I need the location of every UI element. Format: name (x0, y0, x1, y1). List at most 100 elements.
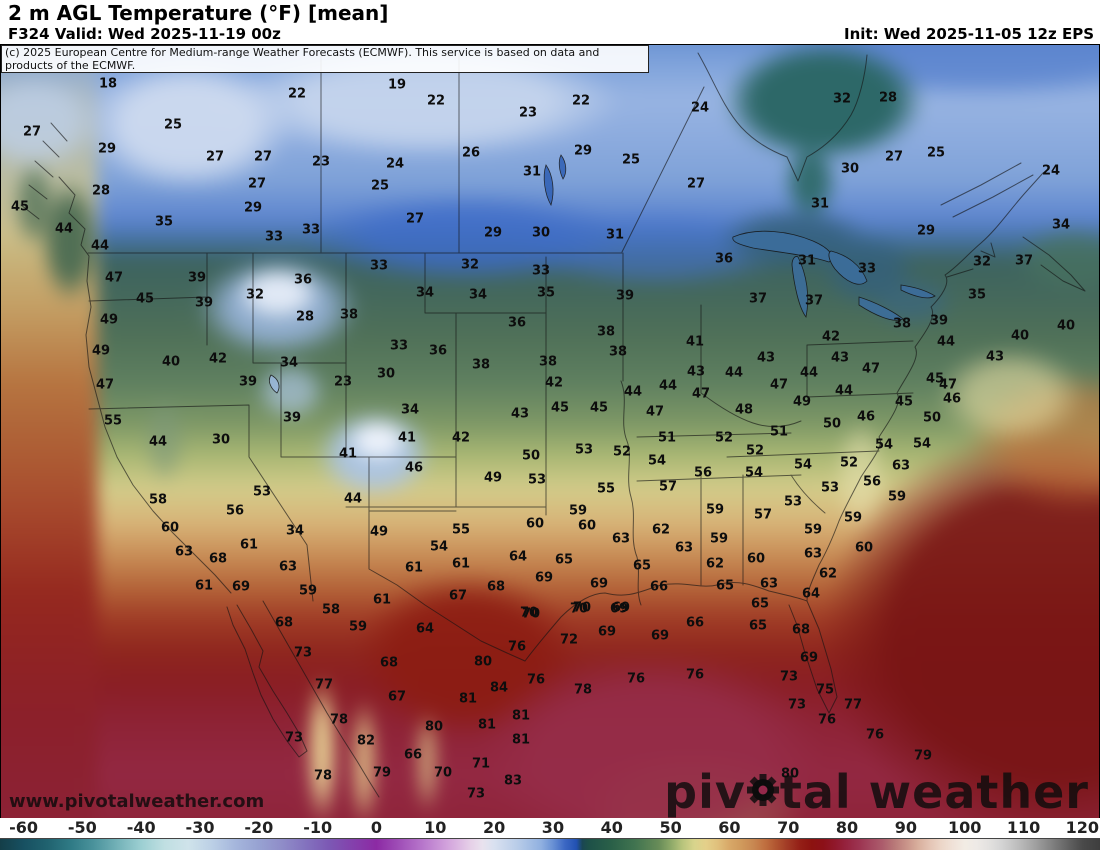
temp-label: 67 (387, 689, 407, 705)
colorbar-tick: -10 (303, 818, 333, 837)
temp-label: 35 (154, 214, 174, 230)
temp-label: 51 (769, 424, 789, 440)
temp-label: 36 (428, 343, 448, 359)
temp-label: 49 (99, 312, 119, 328)
temp-label: 47 (691, 386, 711, 402)
colorbar-tick: 40 (600, 818, 623, 837)
colorbar-tick: 50 (659, 818, 682, 837)
temp-label: 61 (194, 578, 214, 594)
temp-label: 31 (605, 227, 625, 243)
temp-label: 45 (925, 371, 945, 387)
temp-label: 34 (468, 287, 488, 303)
temp-label: 69 (597, 624, 617, 640)
forecast-valid-label: F324 Valid: Wed 2025-11-19 00z (8, 25, 281, 43)
temp-label: 83 (503, 773, 523, 789)
temp-label: 33 (301, 222, 321, 238)
temp-label: 33 (369, 258, 389, 274)
temp-label: 73 (466, 786, 486, 802)
page-title: 2 m AGL Temperature (°F) [mean] (8, 1, 389, 25)
temp-label: 23 (518, 105, 538, 121)
temp-label: 29 (916, 223, 936, 239)
temp-label: 60 (854, 540, 874, 556)
temp-label: 76 (507, 639, 527, 655)
temp-label: 73 (293, 645, 313, 661)
colorbar-tick: 100 (948, 818, 982, 837)
temp-label: 48 (734, 402, 754, 418)
temp-label: 76 (626, 671, 646, 687)
colorbar-tick: 60 (718, 818, 741, 837)
temp-label: 44 (623, 384, 643, 400)
temp-label: 55 (451, 522, 471, 538)
temp-label: 69 (799, 650, 819, 666)
temp-label: 59 (348, 619, 368, 635)
temp-label: 31 (522, 164, 542, 180)
temp-label: 61 (404, 560, 424, 576)
temp-label: 70 (519, 605, 539, 621)
temp-label: 76 (526, 672, 546, 688)
temp-label: 36 (714, 251, 734, 267)
temp-label: 39 (615, 288, 635, 304)
temp-label: 80 (473, 654, 493, 670)
temp-label: 38 (596, 324, 616, 340)
temp-label: 44 (658, 378, 678, 394)
temp-label: 30 (376, 366, 396, 382)
temp-label: 25 (163, 117, 183, 133)
temp-label: 23 (311, 154, 331, 170)
temp-label: 68 (379, 655, 399, 671)
temp-label: 60 (525, 516, 545, 532)
temp-label: 64 (508, 549, 528, 565)
temp-label: 36 (293, 272, 313, 288)
temp-label: 80 (780, 766, 800, 782)
temp-label: 44 (936, 334, 956, 350)
temp-label: 81 (511, 732, 531, 748)
temp-label: 39 (187, 270, 207, 286)
temp-label: 70 (433, 765, 453, 781)
temp-label: 19 (387, 77, 407, 93)
temp-label: 33 (531, 263, 551, 279)
temp-label: 27 (405, 211, 425, 227)
temp-label: 44 (148, 434, 168, 450)
temp-label: 39 (238, 374, 258, 390)
temp-label: 55 (103, 413, 123, 429)
temp-label: 23 (333, 374, 353, 390)
temp-label: 32 (832, 91, 852, 107)
temp-label: 28 (91, 183, 111, 199)
temp-label: 44 (90, 238, 110, 254)
temp-label: 65 (632, 558, 652, 574)
temp-label: 47 (645, 404, 665, 420)
temp-label: 69 (534, 570, 554, 586)
temp-label: 27 (253, 149, 273, 165)
temp-label: 62 (651, 522, 671, 538)
temp-label: 77 (843, 697, 863, 713)
temp-label: 63 (611, 531, 631, 547)
temp-label: 31 (797, 253, 817, 269)
temp-label: 60 (746, 551, 766, 567)
temp-label: 53 (820, 480, 840, 496)
temp-label: 61 (239, 537, 259, 553)
temp-label: 69 (609, 601, 629, 617)
colorbar-tick-labels: -60 -50 -40 -30 -20 -10 0 10 20 30 40 50 60 70 80 90 100… (0, 818, 1100, 837)
header: 2 m AGL Temperature (°F) [mean] F324 Val… (0, 0, 1100, 44)
temp-label: 47 (861, 361, 881, 377)
temp-label: 42 (544, 375, 564, 391)
temp-label: 38 (471, 357, 491, 373)
temp-label: 54 (744, 465, 764, 481)
temp-label: 81 (458, 691, 478, 707)
temp-label: 54 (874, 437, 894, 453)
temp-label: 52 (612, 444, 632, 460)
temp-label: 27 (247, 176, 267, 192)
temp-label: 61 (451, 556, 471, 572)
temp-label: 46 (942, 391, 962, 407)
temp-label: 63 (891, 458, 911, 474)
temp-label: 47 (938, 377, 958, 393)
temp-label: 38 (339, 307, 359, 323)
temp-label: 43 (830, 350, 850, 366)
temp-label: 65 (554, 552, 574, 568)
colorbar-tick: 0 (370, 818, 383, 837)
temp-label: 40 (1056, 318, 1076, 334)
temp-label: 38 (538, 354, 558, 370)
brand-watermark-prefix: piv (664, 764, 746, 819)
temp-label: 44 (834, 383, 854, 399)
temp-label: 44 (343, 491, 363, 507)
